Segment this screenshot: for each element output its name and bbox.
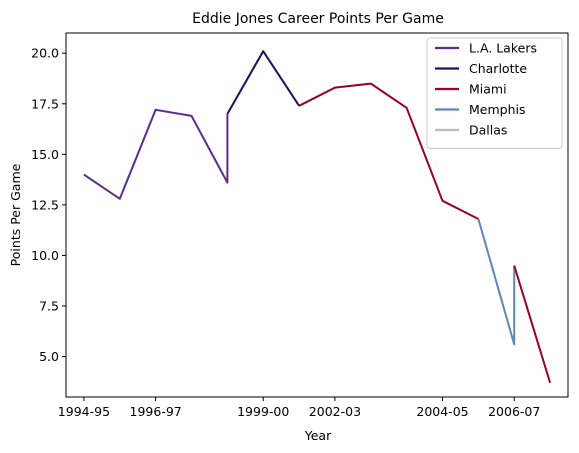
x-tick-label: 1996-97 xyxy=(130,404,182,419)
plot-frame xyxy=(65,32,569,398)
x-tick-label: 2002-03 xyxy=(309,404,361,419)
legend-label: Miami xyxy=(469,82,507,97)
y-tick-label: 15.0 xyxy=(31,147,59,162)
plot-lines xyxy=(83,50,552,384)
y-tick-label: 12.5 xyxy=(31,197,59,212)
series-line-2 xyxy=(298,82,479,220)
chart-title: Eddie Jones Career Points Per Game xyxy=(192,11,444,27)
legend: L.A. Lakers Charlotte Miami Memphis Dallas xyxy=(426,37,563,149)
x-axis-label: Year xyxy=(304,428,332,443)
legend-box xyxy=(426,37,563,149)
x-tick-label: 1994-95 xyxy=(58,404,110,419)
y-axis-label: Points Per Game xyxy=(8,163,23,266)
x-tick-label: 2006-07 xyxy=(488,404,540,419)
y-tick-label: 20.0 xyxy=(31,46,59,61)
series-line-1 xyxy=(226,50,300,115)
legend-label: Memphis xyxy=(469,102,526,117)
series-line-0 xyxy=(83,108,229,200)
y-tick-label: 10.0 xyxy=(31,248,59,263)
legend-label: Charlotte xyxy=(469,61,527,76)
legend-label: L.A. Lakers xyxy=(469,41,537,56)
y-tick-label: 7.5 xyxy=(39,299,59,314)
x-tick-label: 2004-05 xyxy=(416,404,468,419)
y-tick-label: 5.0 xyxy=(39,349,59,364)
x-axis: 1994-95 1996-97 1999-00 2002-03 2004-05 2006-… xyxy=(58,397,540,419)
x-tick-label: 1999-00 xyxy=(237,404,289,419)
series-line-3 xyxy=(477,218,516,346)
legend-label: Dallas xyxy=(469,123,507,138)
y-tick-label: 17.5 xyxy=(31,96,59,111)
series-line-5 xyxy=(513,265,552,384)
y-axis: 5.0 7.5 10.0 12.5 15.0 17.5 20.0 xyxy=(31,46,66,364)
